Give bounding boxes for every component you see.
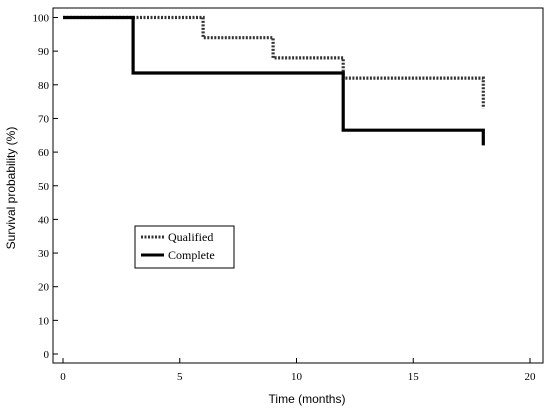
y-axis-title: Survival probability (%) — [4, 127, 18, 250]
y-tick-label: 90 — [38, 46, 50, 58]
legend: Qualified Complete — [134, 225, 235, 269]
y-tick-label: 70 — [38, 113, 50, 125]
x-tick-label: 10 — [291, 371, 303, 383]
x-tick-label: 15 — [408, 371, 420, 383]
y-tick-label: 50 — [38, 181, 50, 193]
x-tick-label: 5 — [177, 371, 183, 383]
legend-label-complete: Complete — [168, 248, 215, 262]
y-tick-label: 100 — [33, 13, 50, 25]
x-tick-label: 20 — [525, 371, 537, 383]
x-axis-title: Time (months) — [269, 392, 346, 406]
y-tick-label: 40 — [38, 214, 50, 226]
y-tick-label: 30 — [38, 248, 50, 260]
plot-frame — [52, 7, 544, 364]
series-line-complete — [63, 15, 485, 146]
x-tick-label: 0 — [60, 371, 66, 383]
y-tick-label: 60 — [38, 147, 50, 159]
legend-box — [134, 225, 235, 269]
legend-label-qualified: Qualified — [168, 230, 213, 244]
y-tick-label: 0 — [44, 349, 50, 361]
y-tick-label: 20 — [38, 282, 50, 294]
series-line-qualified — [63, 15, 485, 109]
y-tick-label: 10 — [38, 315, 50, 327]
y-tick-label: 80 — [38, 80, 50, 92]
